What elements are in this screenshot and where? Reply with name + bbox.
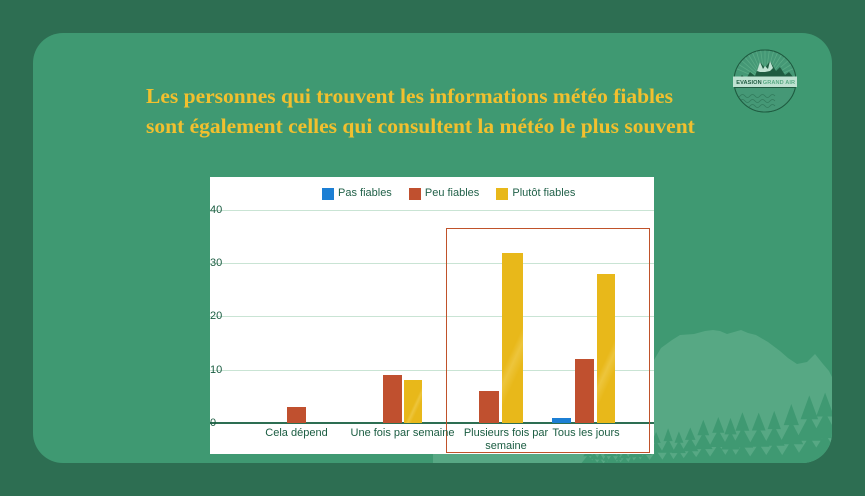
svg-text:GRAND AIR: GRAND AIR	[763, 80, 795, 86]
svg-text:EVASION: EVASION	[736, 80, 761, 86]
